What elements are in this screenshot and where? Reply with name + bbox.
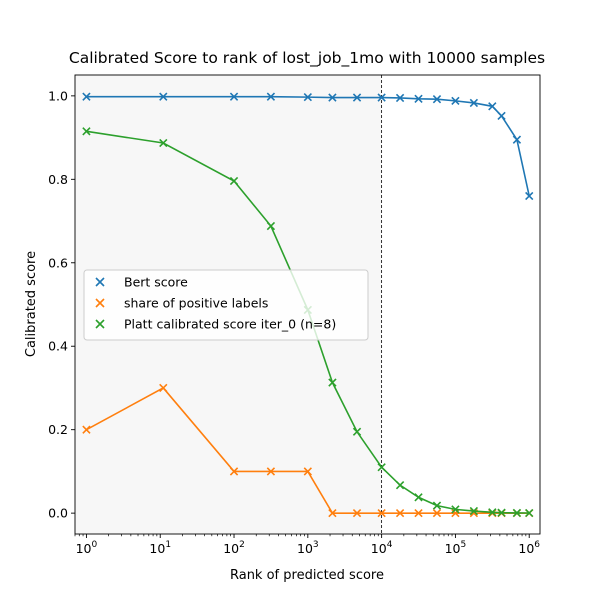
legend-label-2: Platt calibrated score iter_0 (n=8) [124,317,336,332]
legend-marker-0 [95,277,105,287]
y-tick-label: 0.6 [48,255,68,270]
data-point [82,127,91,136]
y-tick-label: 0.0 [48,506,68,521]
legend-label-1: share of positive labels [124,296,268,311]
data-point [328,508,337,518]
data-point [229,176,239,186]
data-point [159,138,168,148]
data-point [488,102,497,111]
x-tick-label: 103 [297,540,319,556]
x-tick-label: 105 [445,540,467,556]
data-point [395,481,405,490]
series-layer [82,92,534,518]
data-point [328,378,337,387]
data-point [352,427,362,436]
y-axis: 0.0 0.2 0.4 0.6 0.8 1.0 [48,88,75,521]
data-point [159,92,168,101]
data-point [395,508,405,518]
data-point [497,111,506,121]
data-point [432,508,442,518]
data-point [328,93,337,102]
data-point [512,508,522,518]
data-point [525,191,534,201]
x-axis: 100 101 102 103 104 105 106 [74,534,540,556]
y-axis-label: Calibrated score [24,251,39,357]
x-axis-label: Rank of predicted score [230,568,384,583]
y-tick-label: 0.8 [48,172,68,187]
data-point [525,508,534,518]
x-tick-label: 102 [223,540,245,556]
x-tick-label: 104 [371,540,393,556]
data-point [303,467,312,476]
data-point [266,221,276,231]
data-point [512,135,522,144]
data-point [159,383,168,393]
legend-label-0: Bert score [124,275,188,290]
series-0 [82,92,534,201]
data-point [303,92,312,102]
data-point [414,94,423,103]
data-point [432,95,442,104]
legend-marker-2 [95,319,105,329]
x-tick-label: 106 [518,540,540,556]
legend-marker-1 [95,298,105,308]
data-point [352,93,362,102]
data-point [229,92,239,101]
data-point [497,508,506,517]
data-point [451,96,460,106]
data-point [352,508,362,518]
y-tick-label: 0.2 [48,422,68,437]
data-point [82,92,91,101]
data-point [82,425,91,434]
data-point [414,493,423,502]
data-point [229,467,239,476]
data-point [377,508,386,518]
data-point [451,505,460,514]
x-tick-label: 100 [76,540,98,556]
legend[interactable]: Bert score share of positive labels Platt … [83,269,369,341]
chart-title: Calibrated Score to rank of lost_job_1mo… [69,49,545,68]
data-point [469,506,479,516]
x-tick-label: 101 [149,540,171,556]
data-point [432,501,442,510]
y-tick-label: 0.4 [48,339,68,354]
data-point [488,508,497,517]
data-point [469,98,479,108]
data-point [414,508,423,518]
legend-box [83,269,369,341]
data-point [377,463,386,472]
data-point [377,93,386,102]
data-point [266,467,276,476]
data-point [266,92,276,101]
y-tick-label: 1.0 [48,88,68,103]
data-point [395,93,405,103]
